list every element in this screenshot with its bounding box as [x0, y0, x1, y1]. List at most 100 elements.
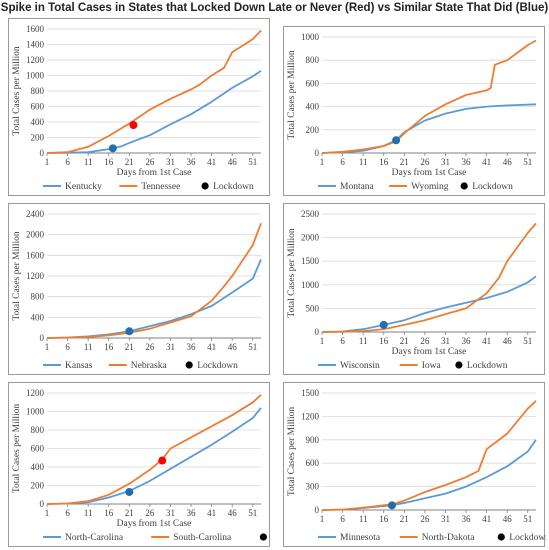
series-line-kansas: [46, 259, 262, 339]
x-axis-title: Days from 1st Case: [117, 167, 192, 178]
legend-lockdown-label: Lockdown: [472, 182, 513, 192]
x-tick-label: 46: [228, 508, 238, 518]
y-axis-title: Total Cases per Million: [12, 46, 22, 136]
x-tick-label: 16: [379, 514, 389, 524]
x-tick-label: 51: [248, 157, 257, 167]
x-tick-label: 16: [379, 336, 389, 346]
legend-lockdown-label: Lockdown: [467, 361, 508, 371]
y-tick-label: 0: [315, 148, 320, 158]
y-tick-label: 1200: [26, 388, 45, 398]
x-tick-label: 1: [45, 508, 50, 518]
x-tick-label: 1: [320, 336, 325, 346]
lockdown-marker: [108, 144, 117, 153]
legend-label: Iowa: [422, 361, 442, 371]
x-tick-label: 26: [420, 157, 430, 167]
series-line-montana: [321, 103, 537, 154]
x-axis-title: Days from 1st Case: [117, 518, 192, 529]
x-tick-label: 36: [187, 157, 197, 167]
y-tick-label: 400: [306, 102, 320, 112]
y-tick-label: 0: [40, 499, 45, 509]
series-line-tennessee: [46, 29, 262, 154]
legend-lockdown-swatch: [259, 533, 267, 541]
y-tick-label: 400: [31, 312, 45, 322]
page-title: Spike in Total Cases in States that Lock…: [0, 2, 549, 14]
chart-panel-kentucky-tennessee: 0 200 400 600 800 1000 1200 1400 1600 1 6 11 16 21 26 3…: [8, 18, 270, 196]
series-line-minnesota: [321, 439, 537, 511]
x-tick-label: 6: [340, 157, 345, 167]
y-tick-label: 600: [31, 444, 45, 454]
x-tick-label: 41: [482, 336, 491, 346]
x-tick-label: 31: [441, 514, 450, 524]
y-tick-label: 1500: [301, 256, 320, 266]
y-tick-label: 300: [306, 482, 320, 492]
x-tick-label: 6: [65, 508, 70, 518]
x-tick-label: 41: [482, 514, 491, 524]
x-tick-label: 11: [359, 336, 368, 346]
y-tick-label: 800: [31, 292, 45, 302]
x-tick-label: 1: [320, 157, 325, 167]
x-tick-label: 46: [503, 514, 513, 524]
x-tick-label: 41: [207, 157, 216, 167]
x-tick-label: 21: [400, 514, 409, 524]
y-tick-label: 2500: [301, 209, 320, 219]
x-tick-label: 26: [145, 508, 155, 518]
y-tick-label: 900: [306, 435, 320, 445]
y-axis-title: Total Cases per Million: [287, 50, 297, 140]
y-tick-label: 0: [315, 505, 320, 515]
y-tick-label: 0: [315, 327, 320, 337]
lockdown-marker: [129, 121, 138, 130]
series-line-wyoming: [321, 39, 537, 154]
x-tick-label: 16: [104, 157, 114, 167]
x-tick-label: 21: [125, 157, 134, 167]
y-tick-label: 200: [306, 125, 320, 135]
y-tick-label: 1600: [26, 24, 45, 34]
x-tick-label: 36: [462, 514, 472, 524]
legend-lockdown-label: Lockdown: [509, 533, 546, 543]
x-tick-label: 31: [166, 508, 175, 518]
y-tick-label: 1200: [301, 411, 320, 421]
lockdown-marker: [387, 501, 396, 510]
x-tick-label: 16: [104, 342, 114, 352]
x-tick-label: 16: [104, 508, 114, 518]
y-tick-label: 1000: [301, 280, 320, 290]
y-tick-label: 1500: [301, 388, 320, 398]
x-tick-label: 21: [400, 157, 409, 167]
y-tick-label: 400: [31, 462, 45, 472]
x-tick-label: 1: [45, 342, 50, 352]
x-tick-label: 1: [320, 514, 325, 524]
x-tick-label: 46: [503, 157, 513, 167]
y-tick-label: 1400: [26, 40, 45, 50]
series-line-kentucky: [46, 70, 262, 154]
y-axis-title: Total Cases per Million: [287, 228, 297, 318]
legend-label: Wisconsin: [340, 361, 380, 371]
x-tick-label: 26: [420, 514, 430, 524]
x-tick-label: 11: [84, 157, 93, 167]
y-tick-label: 200: [31, 481, 45, 491]
y-tick-label: 600: [31, 102, 45, 112]
y-tick-label: 200: [31, 133, 45, 143]
y-tick-label: 1600: [26, 250, 45, 260]
x-tick-label: 36: [187, 508, 197, 518]
y-tick-label: 1200: [26, 271, 45, 281]
x-tick-label: 16: [379, 157, 389, 167]
x-tick-label: 11: [84, 508, 93, 518]
y-tick-label: 400: [31, 117, 45, 127]
x-tick-label: 21: [125, 508, 134, 518]
y-tick-label: 1000: [26, 71, 45, 81]
y-tick-label: 800: [31, 86, 45, 96]
y-tick-label: 1000: [301, 32, 320, 42]
x-tick-label: 31: [441, 157, 450, 167]
chart-panel-wisconsin-iowa: 0 500 1000 1500 2000 2500 1 6 11 16 21 26 31 36 41 46 51…: [283, 203, 545, 375]
lockdown-marker: [158, 456, 167, 465]
legend-lockdown-swatch: [460, 182, 468, 190]
x-tick-label: 51: [248, 342, 257, 352]
x-tick-label: 36: [462, 157, 472, 167]
legend-label: North-Dakota: [422, 533, 476, 543]
lockdown-marker: [125, 487, 134, 496]
legend-label: Wyoming: [411, 182, 449, 192]
x-tick-label: 11: [359, 514, 368, 524]
y-tick-label: 0: [40, 333, 45, 343]
